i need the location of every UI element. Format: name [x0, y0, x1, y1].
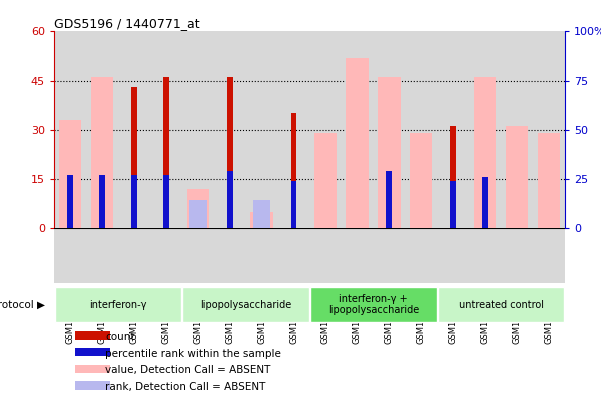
Bar — [501, 228, 533, 283]
Bar — [182, 31, 214, 228]
Bar — [227, 171, 233, 228]
Bar — [469, 31, 501, 228]
Bar — [75, 348, 111, 356]
Bar — [186, 189, 209, 228]
Bar — [214, 228, 246, 283]
Text: value, Detection Call = ABSENT: value, Detection Call = ABSENT — [105, 365, 270, 375]
Bar — [182, 228, 214, 283]
Bar — [474, 77, 496, 228]
Bar — [405, 228, 437, 283]
Text: GDS5196 / 1440771_at: GDS5196 / 1440771_at — [54, 17, 200, 30]
Bar — [163, 175, 169, 228]
Bar — [341, 31, 373, 228]
Text: interferon-γ +
lipopolysaccharide: interferon-γ + lipopolysaccharide — [328, 294, 419, 315]
Bar — [373, 31, 405, 228]
Bar — [378, 77, 400, 228]
Bar — [118, 31, 150, 228]
Bar — [438, 287, 564, 322]
Bar — [75, 365, 111, 373]
Bar — [482, 177, 488, 228]
Bar — [346, 58, 368, 228]
Bar — [118, 228, 150, 283]
Bar — [310, 228, 341, 283]
Bar — [278, 228, 310, 283]
Bar — [253, 200, 270, 228]
Text: percentile rank within the sample: percentile rank within the sample — [105, 349, 281, 358]
Bar — [386, 171, 392, 228]
Bar — [450, 181, 456, 228]
Bar — [291, 181, 296, 228]
Bar — [189, 200, 207, 228]
Bar — [410, 133, 433, 228]
Bar — [75, 331, 111, 340]
Bar — [533, 228, 565, 283]
Bar — [86, 228, 118, 283]
Bar — [278, 31, 310, 228]
Bar — [131, 175, 137, 228]
Bar — [183, 287, 309, 322]
Bar — [373, 228, 405, 283]
Bar — [341, 228, 373, 283]
Bar — [314, 133, 337, 228]
Bar — [246, 31, 278, 228]
Text: untreated control: untreated control — [459, 299, 543, 310]
Bar — [533, 31, 565, 228]
Bar — [54, 31, 86, 228]
Bar — [405, 31, 437, 228]
Bar — [131, 87, 137, 228]
Bar — [538, 133, 560, 228]
Text: protocol ▶: protocol ▶ — [0, 299, 44, 310]
Bar — [506, 127, 528, 228]
Bar — [310, 31, 341, 228]
Text: count: count — [105, 332, 135, 342]
Bar — [291, 113, 296, 228]
Bar — [59, 120, 81, 228]
Bar — [54, 228, 86, 283]
Bar — [501, 31, 533, 228]
Bar — [469, 228, 501, 283]
Bar — [150, 228, 182, 283]
Bar — [55, 287, 181, 322]
Bar — [67, 175, 73, 228]
Bar — [227, 77, 233, 228]
Bar — [437, 31, 469, 228]
Text: lipopolysaccharide: lipopolysaccharide — [200, 299, 291, 310]
Bar — [99, 175, 105, 228]
Bar — [437, 228, 469, 283]
Bar — [86, 31, 118, 228]
Bar — [163, 77, 169, 228]
Bar — [75, 381, 111, 390]
Bar — [251, 211, 273, 228]
Bar — [214, 31, 246, 228]
Bar — [150, 31, 182, 228]
Text: rank, Detection Call = ABSENT: rank, Detection Call = ABSENT — [105, 382, 266, 392]
Text: interferon-γ: interferon-γ — [89, 299, 147, 310]
Bar — [450, 127, 456, 228]
Bar — [246, 228, 278, 283]
Bar — [310, 287, 436, 322]
Bar — [91, 77, 113, 228]
